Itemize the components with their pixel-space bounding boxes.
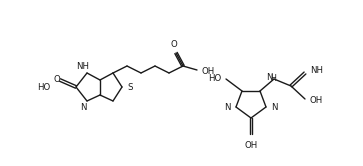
- Text: N: N: [224, 102, 231, 112]
- Text: HO: HO: [208, 74, 221, 83]
- Text: NH: NH: [310, 66, 323, 75]
- Text: OH: OH: [310, 95, 323, 105]
- Text: S: S: [127, 83, 132, 91]
- Text: NH: NH: [77, 62, 90, 71]
- Text: N: N: [271, 102, 277, 112]
- Text: HO: HO: [37, 83, 50, 91]
- Text: H: H: [270, 74, 276, 83]
- Text: N: N: [80, 103, 86, 112]
- Text: N: N: [266, 73, 273, 82]
- Text: OH: OH: [244, 141, 258, 150]
- Text: OH: OH: [201, 67, 214, 76]
- Text: O: O: [171, 40, 178, 49]
- Text: O: O: [54, 75, 60, 83]
